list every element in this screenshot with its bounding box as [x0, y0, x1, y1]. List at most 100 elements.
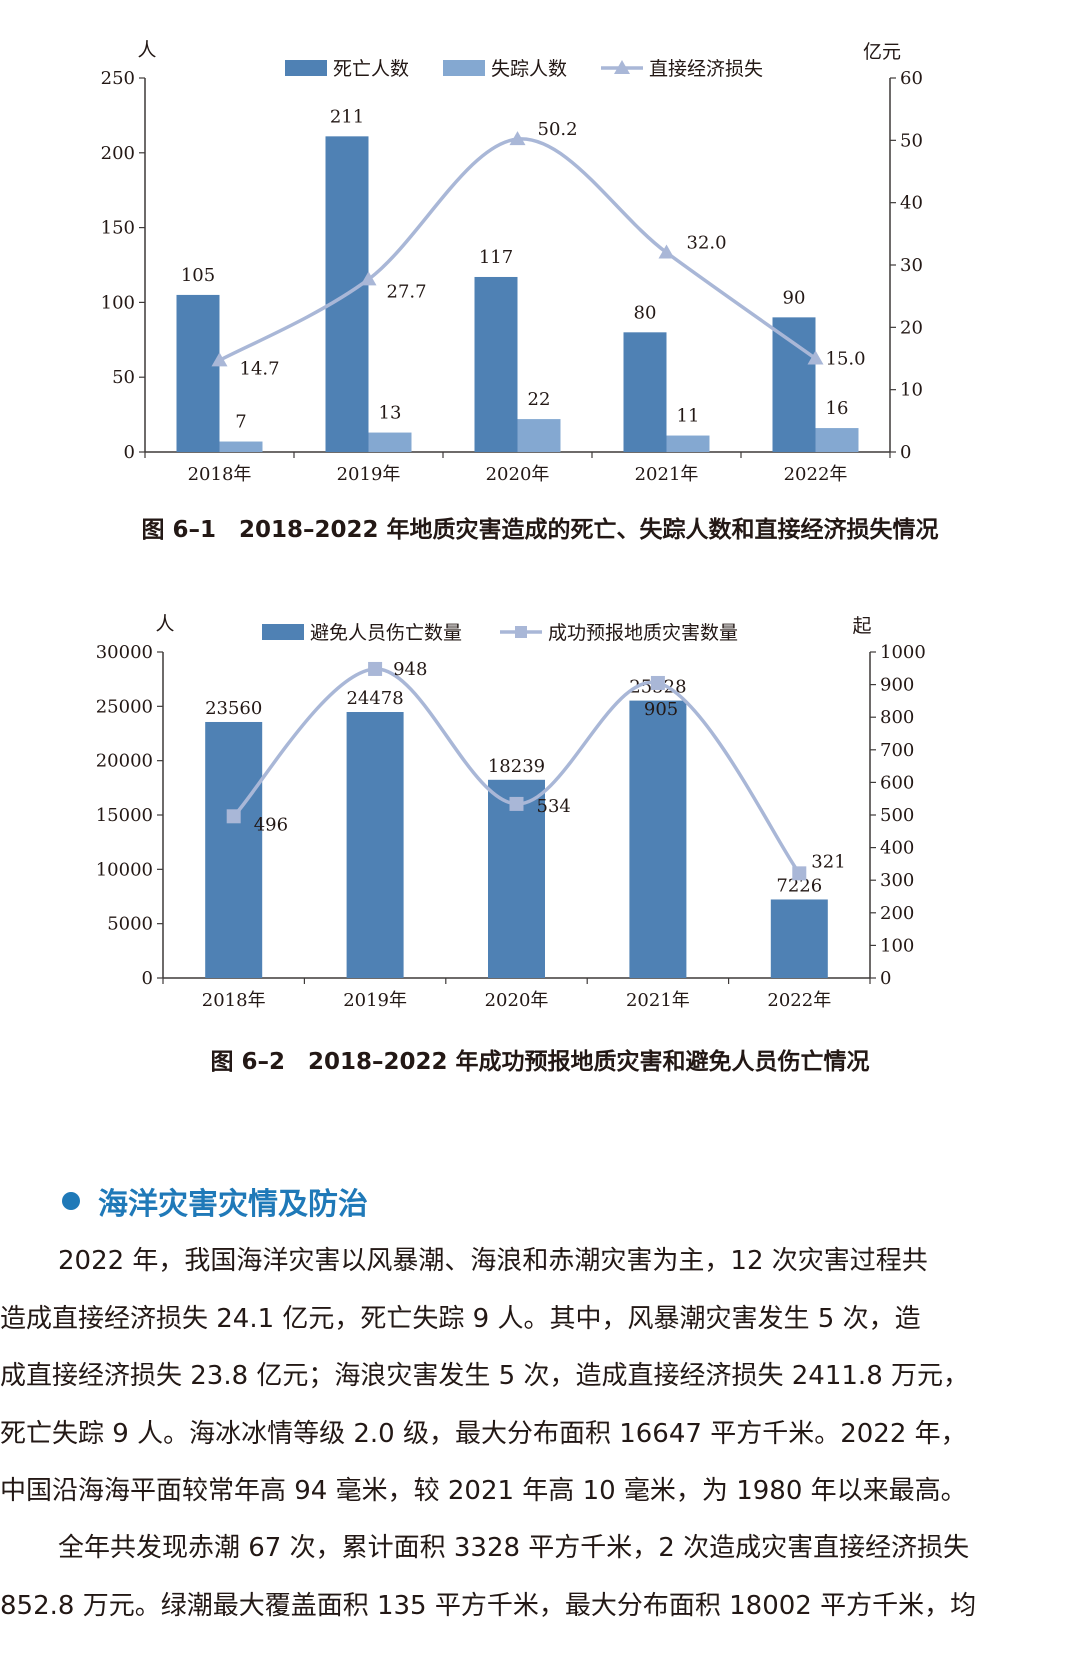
bar-value-label: 13 — [379, 403, 402, 424]
bar — [517, 419, 561, 452]
bar-value-label: 23560 — [205, 698, 262, 719]
legend-marker — [515, 626, 527, 638]
right-tick-label: 20 — [900, 317, 923, 338]
left-tick-label: 0 — [142, 968, 153, 989]
bar — [205, 721, 263, 978]
right-tick-label: 30 — [900, 255, 923, 276]
right-tick-label: 600 — [880, 772, 914, 793]
bar-value-label: 16 — [826, 398, 849, 419]
section-title: 海洋灾害灾情及防治 — [98, 1187, 368, 1222]
bar — [368, 432, 412, 452]
paragraph-line: 成直接经济损失 23.8 亿元；海浪灾害发生 5 次，造成直接经济损失 2411… — [0, 1361, 969, 1391]
left-tick-label: 5000 — [107, 914, 153, 935]
line-marker — [509, 131, 526, 146]
bar-value-label: 7226 — [776, 875, 822, 896]
right-axis-unit: 起 — [852, 615, 871, 637]
bar — [488, 779, 545, 978]
x-tick-label: 2019年 — [337, 464, 401, 485]
line-marker — [226, 809, 241, 824]
bar-value-label: 105 — [181, 265, 215, 286]
line-value-label: 496 — [254, 814, 288, 835]
legend-label: 失踪人数 — [491, 58, 567, 80]
line-value-label: 32.0 — [687, 233, 727, 254]
bar-value-label: 90 — [783, 287, 806, 308]
left-tick-label: 150 — [101, 218, 135, 239]
bar — [815, 428, 859, 452]
left-tick-label: 20000 — [96, 751, 153, 772]
left-tick-label: 10000 — [96, 859, 153, 880]
right-tick-label: 800 — [880, 707, 914, 728]
line-marker — [368, 661, 383, 676]
line-value-label: 534 — [537, 796, 571, 817]
bar — [629, 700, 687, 978]
line-value-label: 27.7 — [387, 281, 427, 302]
right-tick-label: 0 — [900, 442, 911, 463]
right-tick-label: 60 — [900, 68, 923, 89]
left-tick-label: 15000 — [96, 805, 153, 826]
paragraph-line: 造成直接经济损失 24.1 亿元，死亡失踪 9 人。其中，风暴潮灾害发生 5 次… — [0, 1303, 921, 1334]
line-value-label: 905 — [644, 699, 678, 720]
legend-swatch — [443, 60, 485, 76]
right-tick-label: 700 — [880, 740, 914, 761]
left-axis-unit: 人 — [155, 613, 174, 635]
bar — [219, 441, 263, 452]
paragraph-line: 全年共发现赤潮 67 次，累计面积 3328 平方千米，2 次造成灾害直接经济损… — [58, 1533, 970, 1563]
paragraph-line: 2022 年，我国海洋灾害以风暴潮、海浪和赤潮灾害为主，12 次灾害过程共 — [58, 1246, 928, 1276]
x-tick-label: 2022年 — [767, 990, 831, 1011]
right-tick-label: 0 — [880, 968, 891, 989]
left-tick-label: 25000 — [96, 696, 153, 717]
bar — [666, 435, 710, 452]
line-marker — [792, 866, 807, 881]
x-tick-label: 2018年 — [202, 990, 266, 1011]
left-tick-label: 250 — [101, 68, 135, 89]
left-tick-label: 0 — [124, 442, 135, 463]
figure-2-caption: 图 6–2 2018–2022 年成功预报地质灾害和避免人员伤亡情况 — [210, 1049, 870, 1075]
paragraph-line: 852.8 万元。绿潮最大覆盖面积 135 平方千米，最大分布面积 18002 … — [0, 1590, 977, 1621]
legend-label: 成功预报地质灾害数量 — [548, 622, 738, 644]
x-tick-label: 2018年 — [188, 464, 252, 485]
line-value-label: 321 — [811, 851, 845, 872]
line-value-label: 50.2 — [538, 119, 578, 140]
right-tick-label: 1000 — [880, 642, 926, 663]
right-tick-label: 50 — [900, 130, 923, 151]
legend-label: 死亡人数 — [333, 58, 409, 80]
right-tick-label: 300 — [880, 870, 914, 891]
x-tick-label: 2021年 — [626, 990, 690, 1011]
chart-deaths-missing-losses: 0 50 100 150 200 250 0 10 20 30 40 50 60 人 亿元 2018年 2019… — [101, 39, 923, 485]
x-tick-label: 2021年 — [635, 464, 699, 485]
right-tick-label: 200 — [880, 903, 914, 924]
figure-1-caption: 图 6–1 2018–2022 年地质灾害造成的死亡、失踪人数和直接经济损失情况 — [141, 517, 939, 543]
bar — [474, 276, 518, 452]
line-marker — [807, 350, 824, 365]
left-tick-label: 200 — [101, 143, 135, 164]
x-tick-label: 2019年 — [343, 990, 407, 1011]
legend-swatch — [262, 624, 304, 640]
left-tick-label: 30000 — [96, 642, 153, 663]
legend-label: 避免人员伤亡数量 — [310, 622, 462, 644]
bar — [176, 294, 220, 452]
bar-value-label: 211 — [330, 106, 364, 127]
right-tick-label: 900 — [880, 675, 914, 696]
legend-label: 直接经济损失 — [649, 58, 763, 80]
right-axis-unit: 亿元 — [863, 41, 901, 63]
legend-marker — [614, 60, 630, 74]
line-value-label: 14.7 — [240, 358, 280, 379]
bar-value-label: 117 — [479, 247, 513, 268]
legend-swatch — [285, 60, 327, 76]
right-tick-label: 100 — [880, 935, 914, 956]
bar — [772, 317, 816, 452]
left-axis-unit: 人 — [137, 39, 156, 61]
section-heading: 海洋灾害灾情及防治 — [62, 1178, 368, 1224]
left-tick-label: 100 — [101, 292, 135, 313]
line-marker — [650, 675, 665, 690]
bar — [346, 712, 404, 978]
bar-value-label: 24478 — [346, 688, 403, 709]
left-tick-label: 50 — [112, 367, 135, 388]
paragraph-line: 死亡失踪 9 人。海冰冰情等级 2.0 级，最大分布面积 16647 平方千米。… — [0, 1418, 967, 1449]
bar-value-label: 18239 — [488, 756, 545, 777]
x-tick-label: 2022年 — [784, 464, 848, 485]
chart-forecast-casualties: 0 5000 10000 15000 20000 25000 30000 0 100 200 300… — [96, 613, 926, 1011]
paragraph-2: 全年共发现赤潮 67 次，累计面积 3328 平方千米，2 次造成灾害直接经济损… — [0, 1520, 1080, 1635]
line-marker — [360, 271, 377, 286]
right-tick-label: 500 — [880, 805, 914, 826]
